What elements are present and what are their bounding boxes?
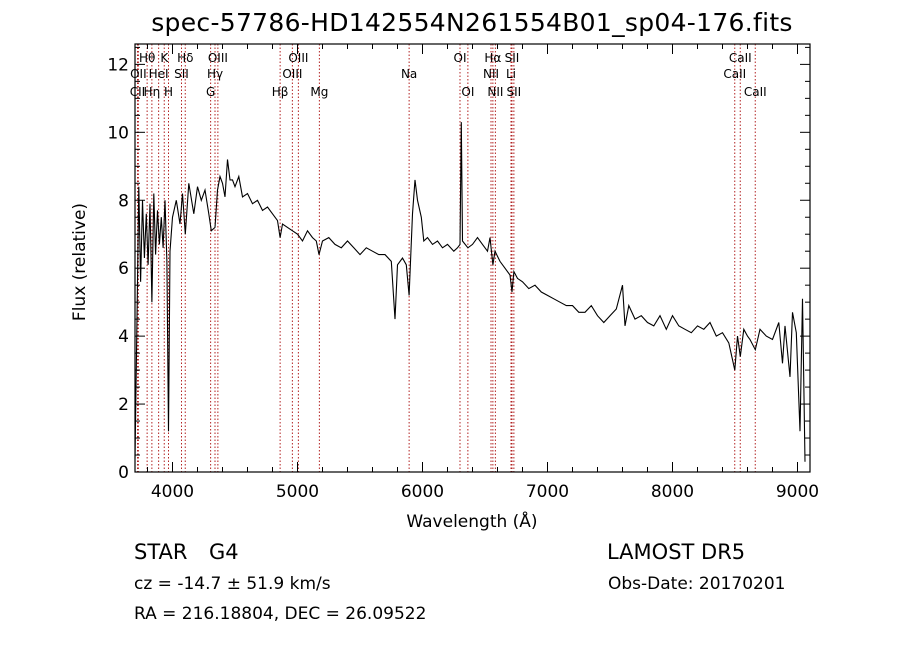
spectral-line-label: Li xyxy=(506,67,516,81)
x-tick-label: 7000 xyxy=(526,482,569,502)
spectral-line-label: SII xyxy=(505,51,520,65)
y-tick-label: 6 xyxy=(118,259,129,279)
spectral-line-label: CaII xyxy=(729,51,752,65)
plot-title: spec-57786-HD142554N261554B01_sp04-176.f… xyxy=(151,8,793,37)
y-tick-label: 12 xyxy=(107,55,129,75)
spectral-line-label: K xyxy=(160,51,169,65)
y-tick-label: 4 xyxy=(118,327,129,347)
spectral-line-label: CaII xyxy=(744,85,767,99)
spectrum-line xyxy=(134,122,806,462)
spectral-line-labels: OIICIIHθHηHeIKHSIIHδHγGOIIIHβOIIIOIIIMgN… xyxy=(130,51,767,99)
x-tick-label: 9000 xyxy=(776,482,819,502)
spectral-subclass: G4 xyxy=(209,540,239,564)
axis-ticks: 4000 5000 6000 7000 8000 9000 0 2 4 6 8 10 12 xyxy=(107,44,819,502)
spectral-line-label: SII xyxy=(174,67,189,81)
spectral-line-label: OIII xyxy=(208,51,228,65)
plot-frame xyxy=(134,43,811,473)
spectral-line-label: Hη xyxy=(144,85,161,99)
x-tick-label: 5000 xyxy=(276,482,319,502)
spectral-line-label: OI xyxy=(461,85,474,99)
spectral-line-label: Hθ xyxy=(139,51,155,65)
spectral-line-label: Mg xyxy=(310,85,328,99)
spectral-line-label: OIII xyxy=(288,51,308,65)
spectral-line-label: SII xyxy=(507,85,522,99)
x-tick-label: 4000 xyxy=(151,482,194,502)
spectral-line-label: CaII xyxy=(723,67,746,81)
y-tick-label: 10 xyxy=(107,123,129,143)
spectral-line-label: Hα xyxy=(484,51,501,65)
x-axis-label: Wavelength (Å) xyxy=(406,512,538,532)
spectral-line-label: G xyxy=(206,85,215,99)
x-tick-label: 6000 xyxy=(401,482,444,502)
spectral-line-label: OI xyxy=(454,51,467,65)
ra-dec-coordinates: RA = 216.18804, DEC = 26.09522 xyxy=(134,604,427,624)
spectral-line-label: CII xyxy=(130,85,145,99)
spectral-line-label: Hγ xyxy=(207,67,223,81)
object-type: STAR xyxy=(134,540,188,564)
spectral-line-label: Hβ xyxy=(272,85,289,99)
spectral-line-markers xyxy=(137,44,756,472)
spectral-line-label: NII xyxy=(487,85,503,99)
y-tick-label: 0 xyxy=(118,463,129,483)
spectral-line-label: H xyxy=(164,85,173,99)
x-tick-label: 8000 xyxy=(651,482,694,502)
spectral-line-label: NII xyxy=(483,67,499,81)
y-tick-label: 2 xyxy=(118,395,129,415)
redshift-cz: cz = -14.7 ± 51.9 km/s xyxy=(134,574,331,594)
observation-date: Obs-Date: 20170201 xyxy=(608,574,786,594)
survey-name: LAMOST DR5 xyxy=(607,540,746,564)
spectral-line-label: Hδ xyxy=(177,51,193,65)
y-tick-label: 8 xyxy=(118,191,129,211)
spectral-line-label: OII xyxy=(130,67,147,81)
y-axis-label: Flux (relative) xyxy=(70,202,90,322)
spectral-line-label: OIII xyxy=(282,67,302,81)
spectral-line-label: Na xyxy=(401,67,417,81)
spectral-line-label: HeI xyxy=(149,67,169,81)
